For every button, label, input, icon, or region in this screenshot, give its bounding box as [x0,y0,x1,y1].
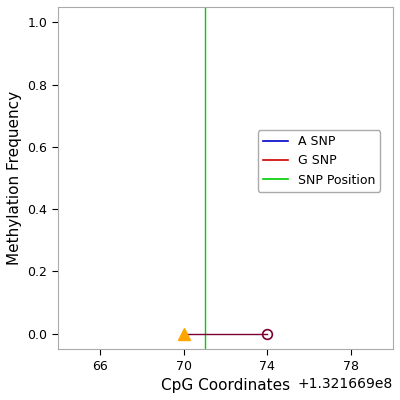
Legend: A SNP, G SNP, SNP Position: A SNP, G SNP, SNP Position [258,130,380,192]
X-axis label: CpG Coordinates: CpG Coordinates [161,378,290,393]
Y-axis label: Methylation Frequency: Methylation Frequency [7,91,22,265]
